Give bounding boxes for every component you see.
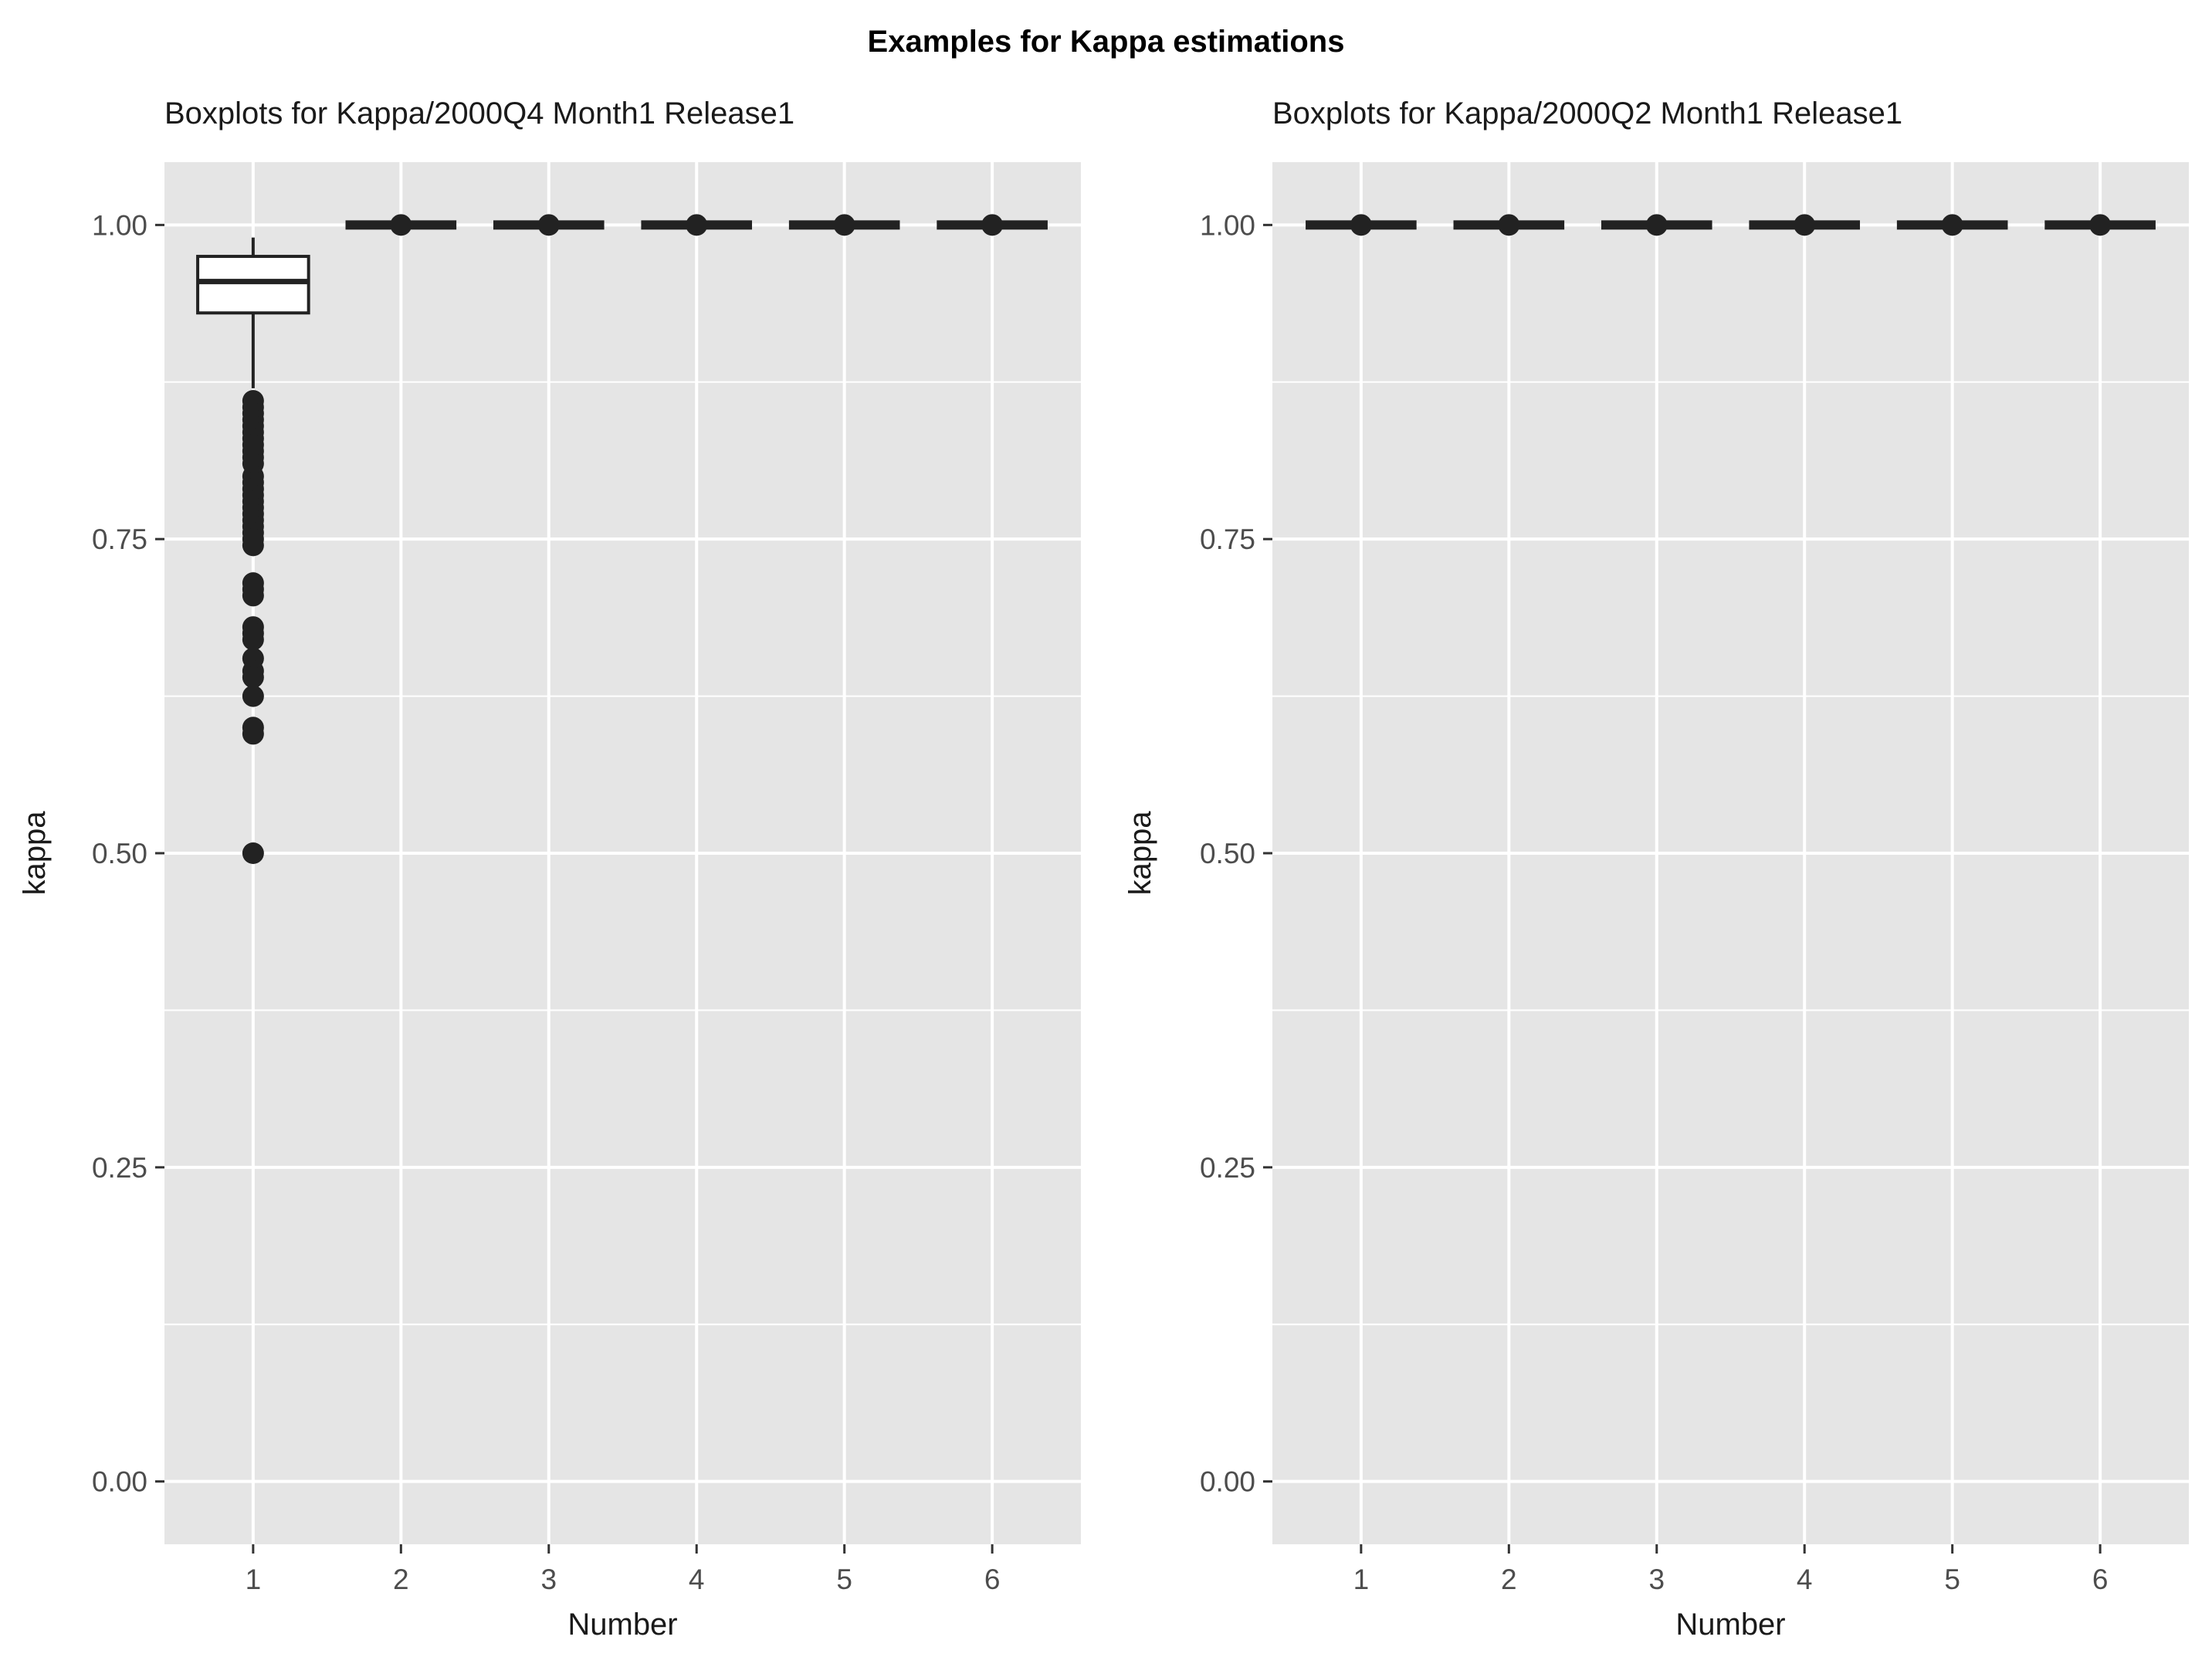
left-outlier-point: [242, 723, 264, 745]
left-outlier-point: [390, 214, 412, 236]
left-xtick-label: 6: [984, 1564, 1001, 1595]
left-xtick-label: 1: [246, 1564, 262, 1595]
right-x-axis-title: Number: [1675, 1608, 1785, 1642]
left-xtick-label: 4: [689, 1564, 705, 1595]
left-outlier-point: [242, 534, 264, 557]
left-ytick-label: 0.25: [92, 1152, 147, 1184]
left-outlier-point: [537, 214, 560, 236]
right-outlier-point: [2089, 214, 2112, 236]
left-xtick-label: 2: [393, 1564, 409, 1595]
right-xtick-label: 5: [1944, 1564, 1960, 1595]
right-ytick-label: 0.50: [1200, 838, 1255, 869]
right-xtick-label: 1: [1353, 1564, 1370, 1595]
left-outlier-point: [686, 214, 708, 236]
left-xtick-label: 3: [540, 1564, 557, 1595]
right-outlier-point: [1350, 214, 1372, 236]
left-outlier-point: [242, 685, 264, 707]
left-outlier-point: [981, 214, 1004, 236]
left-outlier-point: [242, 842, 264, 864]
left-outlier-point: [833, 214, 855, 236]
right-outlier-point: [1941, 214, 1963, 236]
left-box-1: [196, 255, 310, 315]
left-ytick-label: 1.00: [92, 209, 147, 241]
right-xtick-label: 6: [2092, 1564, 2109, 1595]
right-ytick-label: 0.25: [1200, 1152, 1255, 1184]
left-x-axis-title: Number: [567, 1608, 677, 1642]
left-outlier-point: [242, 666, 264, 689]
panel-title-left: Boxplots for Kappa/2000Q4 Month1 Release…: [164, 97, 795, 130]
right-outlier-point: [1645, 214, 1668, 236]
right-xtick-label: 3: [1648, 1564, 1665, 1595]
left-xtick-label: 5: [836, 1564, 852, 1595]
right-ytick-label: 0.00: [1200, 1466, 1255, 1498]
left-ytick-label: 0.75: [92, 524, 147, 555]
right-y-axis-title: kappa: [1123, 811, 1157, 896]
left-ytick-label: 0.50: [92, 838, 147, 869]
right-outlier-point: [1498, 214, 1520, 236]
right-outlier-point: [1794, 214, 1816, 236]
left-ytick-label: 0.00: [92, 1466, 147, 1498]
left-y-axis-title: kappa: [18, 811, 52, 896]
left-outlier-point: [242, 585, 264, 607]
panel-title-right: Boxplots for Kappa/2000Q2 Month1 Release…: [1272, 97, 1903, 130]
right-xtick-label: 4: [1797, 1564, 1813, 1595]
left-outlier-point: [242, 629, 264, 651]
right-xtick-label: 2: [1501, 1564, 1517, 1595]
figure-title: Examples for Kappa estimations: [867, 25, 1345, 59]
right-ytick-label: 1.00: [1200, 209, 1255, 241]
right-ytick-label: 0.75: [1200, 524, 1255, 555]
